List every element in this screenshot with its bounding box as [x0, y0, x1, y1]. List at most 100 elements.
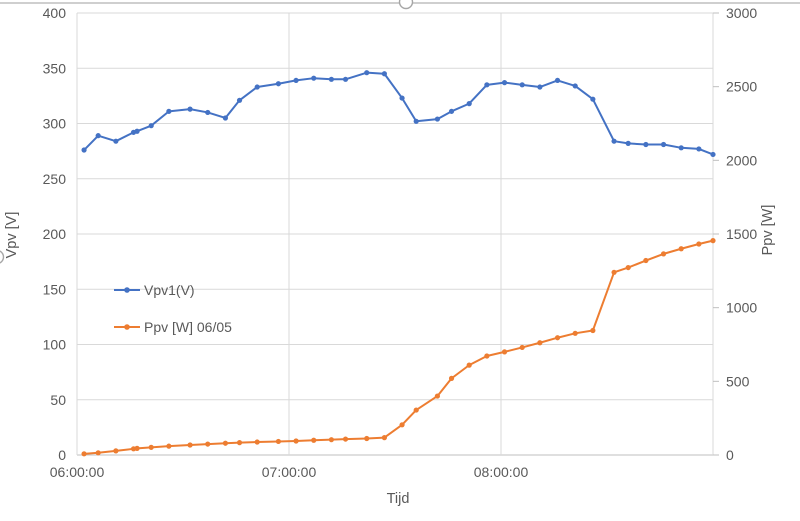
- data-point-marker[interactable]: [678, 145, 684, 151]
- data-point-marker[interactable]: [236, 440, 243, 446]
- data-point-marker[interactable]: [81, 147, 87, 153]
- ppv-w-06-05-line[interactable]: [83, 239, 714, 455]
- vpv1-v--line[interactable]: [83, 71, 714, 156]
- data-point-marker[interactable]: [611, 138, 617, 144]
- data-point-marker[interactable]: [625, 140, 631, 146]
- data-point-marker[interactable]: [81, 451, 87, 457]
- data-point-marker[interactable]: [293, 438, 299, 444]
- data-point-marker[interactable]: [448, 108, 455, 114]
- data-point-marker[interactable]: [625, 264, 631, 271]
- data-point-marker[interactable]: [413, 118, 419, 124]
- data-point-marker[interactable]: [413, 407, 419, 413]
- x-axis-title[interactable]: Tijd: [387, 491, 410, 507]
- data-point-marker[interactable]: [501, 349, 508, 355]
- data-point-marker[interactable]: [696, 146, 702, 152]
- data-point-marker[interactable]: [275, 438, 281, 445]
- data-point-marker[interactable]: [643, 257, 649, 264]
- x-axis-tick-labels[interactable]: 06:00:00 07:00:00 08:00:00: [50, 464, 529, 480]
- data-point-marker[interactable]: [222, 115, 228, 121]
- data-point-marker[interactable]: [275, 81, 281, 87]
- data-point-marker[interactable]: [590, 327, 596, 334]
- data-point-marker[interactable]: [293, 77, 299, 84]
- legend-item[interactable]: Ppv [W] 06/05: [114, 319, 232, 335]
- y-right-tick-label: 2000: [726, 152, 757, 168]
- data-point-marker[interactable]: [466, 362, 472, 368]
- data-point-marker[interactable]: [113, 138, 119, 144]
- data-point-marker[interactable]: [399, 422, 405, 428]
- legend[interactable]: Vpv1(V) Ppv [W] 06/05: [114, 282, 232, 335]
- data-point-marker[interactable]: [537, 340, 543, 346]
- legend-swatch-marker-icon: [124, 324, 130, 330]
- data-point-marker[interactable]: [187, 106, 193, 112]
- y-right-tick-label: 3000: [726, 5, 757, 21]
- data-point-marker[interactable]: [222, 440, 228, 446]
- data-point-marker[interactable]: [519, 344, 525, 351]
- data-point-marker[interactable]: [95, 450, 101, 456]
- data-point-marker[interactable]: [364, 435, 370, 442]
- data-point-marker[interactable]: [434, 116, 440, 122]
- data-point-marker[interactable]: [554, 77, 561, 84]
- y-right-tick-label: 1500: [726, 226, 757, 242]
- y-left-tick-label: 0: [58, 447, 66, 463]
- resize-handle-top-icon[interactable]: [398, 0, 414, 10]
- data-point-marker[interactable]: [590, 96, 596, 102]
- data-point-marker[interactable]: [501, 80, 508, 86]
- selection-border[interactable]: [0, 0, 800, 264]
- y-axis-left-title[interactable]: Vpv [V]: [4, 212, 20, 259]
- data-point-marker[interactable]: [166, 108, 172, 114]
- data-point-marker[interactable]: [328, 76, 334, 82]
- data-point-marker[interactable]: [187, 442, 193, 448]
- data-point-marker[interactable]: [572, 330, 578, 336]
- resize-handle-left-icon[interactable]: [0, 250, 5, 264]
- data-point-marker[interactable]: [519, 82, 525, 88]
- data-point-marker[interactable]: [484, 353, 490, 359]
- data-point-marker[interactable]: [328, 437, 334, 443]
- data-point-marker[interactable]: [205, 441, 211, 447]
- data-point-marker[interactable]: [148, 444, 154, 450]
- data-point-marker[interactable]: [660, 141, 667, 148]
- data-point-marker[interactable]: [611, 269, 617, 275]
- data-point-marker[interactable]: [381, 71, 387, 77]
- data-point-marker[interactable]: [710, 151, 716, 158]
- axis-tick-marks: [713, 12, 719, 456]
- data-point-marker[interactable]: [342, 436, 349, 442]
- data-point-marker[interactable]: [660, 251, 667, 257]
- y-left-tick-label: 400: [43, 5, 67, 21]
- data-point-marker[interactable]: [554, 335, 561, 341]
- data-point-marker[interactable]: [113, 448, 119, 454]
- y-axis-right-tick-labels[interactable]: 0 500 1000 1500 2000 2500 3000: [726, 5, 757, 463]
- data-point-marker[interactable]: [236, 97, 243, 103]
- data-point-marker[interactable]: [643, 141, 649, 148]
- data-point-marker[interactable]: [710, 238, 716, 244]
- data-point-marker[interactable]: [254, 439, 260, 445]
- data-point-marker[interactable]: [678, 246, 684, 252]
- data-point-marker[interactable]: [166, 443, 172, 449]
- data-point-marker[interactable]: [205, 109, 211, 116]
- data-point-marker[interactable]: [448, 375, 455, 381]
- y-axis-left-tick-labels[interactable]: 0 50 100 150 200 250 300 350 400: [43, 5, 67, 463]
- data-point-marker[interactable]: [148, 123, 154, 129]
- data-point-marker[interactable]: [254, 84, 260, 90]
- data-point-marker[interactable]: [466, 101, 472, 107]
- data-point-marker[interactable]: [134, 128, 140, 134]
- data-point-marker[interactable]: [537, 84, 543, 90]
- data-point-marker[interactable]: [311, 75, 317, 81]
- data-point-marker[interactable]: [434, 393, 440, 399]
- data-point-marker[interactable]: [342, 76, 349, 82]
- y-axis-right-title[interactable]: Ppv [W]: [760, 205, 776, 256]
- ppv-w-06-05-markers[interactable]: [81, 238, 716, 457]
- data-point-marker[interactable]: [484, 82, 490, 88]
- data-point-marker[interactable]: [696, 241, 702, 247]
- data-point-marker[interactable]: [311, 437, 317, 443]
- data-point-marker[interactable]: [572, 83, 578, 89]
- data-point-marker[interactable]: [134, 445, 140, 451]
- data-point-marker[interactable]: [399, 95, 405, 101]
- data-point-marker[interactable]: [381, 435, 387, 441]
- data-point-marker[interactable]: [364, 70, 370, 76]
- data-series[interactable]: [81, 70, 716, 457]
- vpv1-v--markers[interactable]: [81, 70, 716, 158]
- legend-item[interactable]: Vpv1(V): [114, 282, 195, 298]
- data-point-marker[interactable]: [95, 133, 101, 139]
